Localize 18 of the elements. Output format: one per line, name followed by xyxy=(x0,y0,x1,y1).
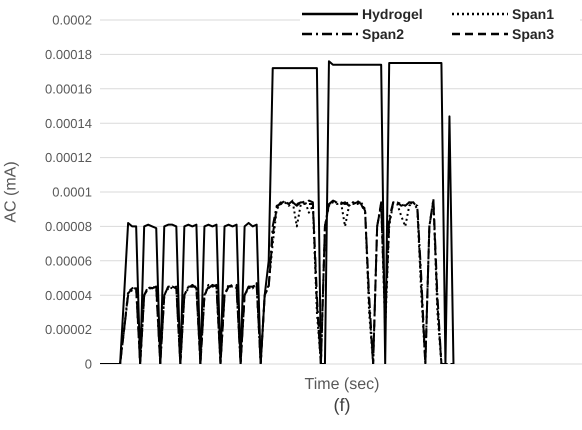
y-axis-title: AC (mA) xyxy=(2,161,20,223)
y-tick-label: 0.0001 xyxy=(52,184,92,200)
x-axis-title: Time (sec) xyxy=(304,376,380,394)
legend-label: Span2 xyxy=(362,26,404,42)
y-tick-label: 0.00006 xyxy=(45,253,92,268)
text: (f) xyxy=(332,395,352,416)
legend-label: Hydrogel xyxy=(362,6,423,22)
y-tick-label: 0.00002 xyxy=(45,322,92,338)
y-tick-label: 0.00004 xyxy=(45,288,92,303)
y-tick-label: 0 xyxy=(84,356,92,372)
y-tick-label: 0.00014 xyxy=(45,116,92,131)
y-tick-label: 0.00012 xyxy=(45,150,92,166)
y-tick-label: 0.00016 xyxy=(45,81,92,96)
y-tick-label: 0.0002 xyxy=(52,12,92,28)
y-tick-label: 0.00008 xyxy=(45,219,92,234)
legend-label: Span3 xyxy=(512,26,554,42)
legend-label: Span1 xyxy=(512,6,554,22)
y-tick-label: 0.00018 xyxy=(45,47,92,62)
